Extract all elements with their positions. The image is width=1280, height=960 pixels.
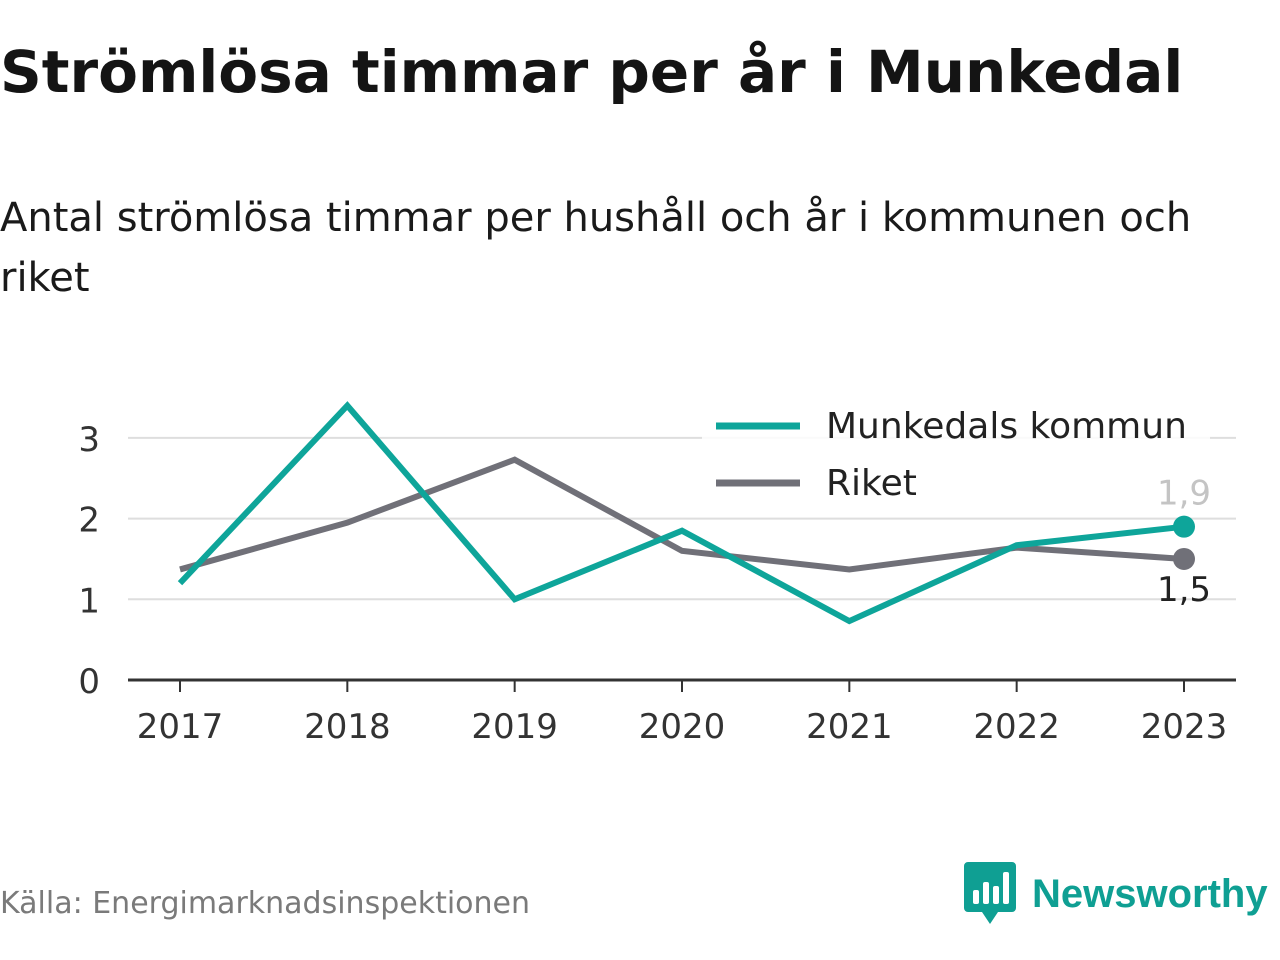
end-value-label: 1,5 [1157, 570, 1211, 610]
newsworthy-logo[interactable]: Newsworthy [964, 862, 1268, 926]
legend: Munkedals kommun Riket [716, 406, 1187, 504]
end-point [1173, 515, 1195, 538]
legend-label: Riket [826, 463, 917, 504]
y-tick-label: 0 [78, 662, 100, 702]
legend-label: Munkedals kommun [826, 406, 1187, 447]
x-tick-label: 2020 [639, 707, 726, 747]
y-tick-label: 2 [78, 501, 100, 541]
brand-name: Newsworthy [1032, 871, 1268, 916]
source-note: Källa: Energimarknadsinspektionen [0, 886, 531, 921]
series-lines [177, 401, 1195, 625]
x-tick-label: 2021 [806, 707, 893, 747]
x-tick-label: 2017 [137, 707, 224, 747]
y-tick-label: 3 [78, 420, 100, 460]
bar-chart-logo-icon [964, 862, 1016, 924]
end-value-labels: 1,9 1,5 [1157, 474, 1211, 610]
legend-background [702, 398, 1210, 516]
y-axis-tick-labels: 0 1 2 3 [78, 420, 100, 702]
legend-box [702, 398, 1210, 516]
x-tick-label: 2018 [304, 707, 391, 747]
line-chart: 0 1 2 3 2017 2018 2019 2020 2021 2022 2023 Munked… [78, 398, 1236, 747]
y-tick-label: 1 [78, 581, 100, 621]
x-tick-label: 2022 [973, 707, 1060, 747]
chart-subtitle: Antal strömlösa timmar per hushåll och å… [0, 195, 1192, 301]
series-line [177, 401, 1185, 625]
end-value-label: 1,9 [1157, 474, 1211, 514]
chart-title: Strömlösa timmar per år i Munkedal [0, 38, 1184, 106]
x-tick-label: 2023 [1141, 707, 1228, 747]
x-tick-label: 2019 [471, 707, 558, 747]
end-point [1173, 547, 1195, 570]
x-axis: 2017 2018 2019 2020 2021 2022 2023 [128, 678, 1236, 747]
